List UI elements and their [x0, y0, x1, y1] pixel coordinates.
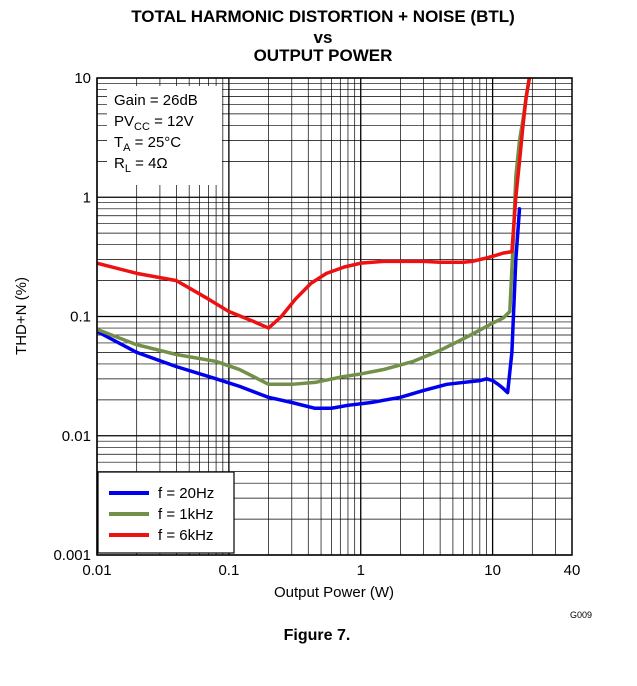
- legend-label-20hz: f = 20Hz: [158, 485, 214, 502]
- chart-title-line-2: vs: [314, 28, 333, 47]
- conditions-box: Gain = 26dB PVCC = 12V TA = 25°C RL = 4Ω: [107, 86, 222, 185]
- legend-label-6khz: f = 6kHz: [158, 527, 213, 544]
- figure-code: G009: [570, 610, 592, 620]
- y-tick-label: 0.001: [53, 547, 91, 564]
- condition-gain: Gain = 26dB: [114, 92, 198, 109]
- y-tick-label: 10: [74, 70, 91, 87]
- condition-pvcc: PVCC = 12V: [114, 113, 194, 133]
- y-tick-label: 0.1: [70, 309, 91, 326]
- y-tick-label: 1: [83, 189, 91, 206]
- y-axis-label: THD+N (%): [13, 277, 30, 355]
- condition-ta: TA = 25°C: [114, 134, 181, 154]
- y-tick-label: 0.01: [62, 428, 91, 445]
- x-tick-label: 0.01: [82, 562, 111, 579]
- chart-title-line-1: TOTAL HARMONIC DISTORTION + NOISE (BTL): [131, 7, 515, 26]
- chart-title-line-3: OUTPUT POWER: [254, 46, 393, 65]
- legend-label-1khz: f = 1kHz: [158, 506, 213, 523]
- x-axis-label: Output Power (W): [274, 584, 394, 601]
- series-line-f-1khz: [97, 78, 532, 387]
- figure-caption: Figure 7.: [284, 627, 351, 644]
- condition-rl: RL = 4Ω: [114, 155, 168, 175]
- x-tick-label: 0.1: [218, 562, 239, 579]
- series-layer: [97, 78, 532, 411]
- conditions-box-bg: [107, 86, 222, 185]
- x-tick-label: 10: [484, 562, 501, 579]
- legend: f = 20Hz f = 1kHz f = 6kHz: [97, 471, 235, 554]
- plot-frame: [96, 77, 573, 556]
- x-tick-label: 1: [357, 562, 365, 579]
- series-line-f-20hz: [97, 207, 522, 411]
- x-tick-label: 40: [564, 562, 581, 579]
- series-line-f-6khz: [97, 78, 532, 330]
